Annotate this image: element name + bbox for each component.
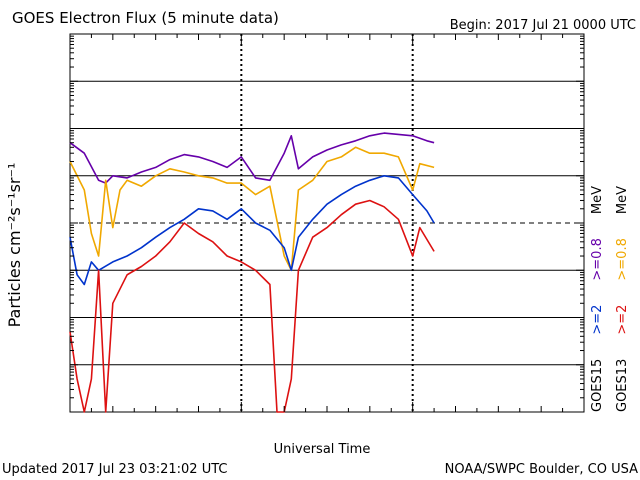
y-axis-label: Particles cm⁻²s⁻¹sr⁻¹ <box>5 163 24 328</box>
right-label-unit: MeV <box>590 186 605 214</box>
chart-title: GOES Electron Flux (5 minute data) <box>12 9 279 27</box>
series-line-0 <box>69 132 435 184</box>
series-line-1 <box>69 146 435 272</box>
begin-time: Begin: 2017 Jul 21 0000 UTC <box>450 18 636 33</box>
right-legend: GOES15 >=2 >=0.8 MeV GOES13 >=2 >=0.8 MeV <box>590 186 630 412</box>
x-axis-label: Universal Time <box>274 442 371 457</box>
series-line-3 <box>69 199 435 413</box>
right-label-satellite: GOES13 <box>615 359 630 412</box>
right-label-0: GOES15 >=2 >=0.8 MeV <box>590 186 605 412</box>
right-label-energy2: >=0.8 <box>590 238 605 280</box>
updated-time: Updated 2017 Jul 23 03:21:02 UTC <box>2 462 227 477</box>
right-label-1: GOES13 >=2 >=0.8 MeV <box>615 186 630 412</box>
right-label-satellite: GOES15 <box>590 359 605 412</box>
right-label-unit: MeV <box>615 186 630 214</box>
right-label-energy: >=2 <box>590 305 605 335</box>
credit: NOAA/SWPC Boulder, CO USA <box>445 462 638 477</box>
right-label-energy: >=2 <box>615 305 630 335</box>
right-label-energy2: >=0.8 <box>615 238 630 280</box>
series-line-2 <box>69 175 435 286</box>
